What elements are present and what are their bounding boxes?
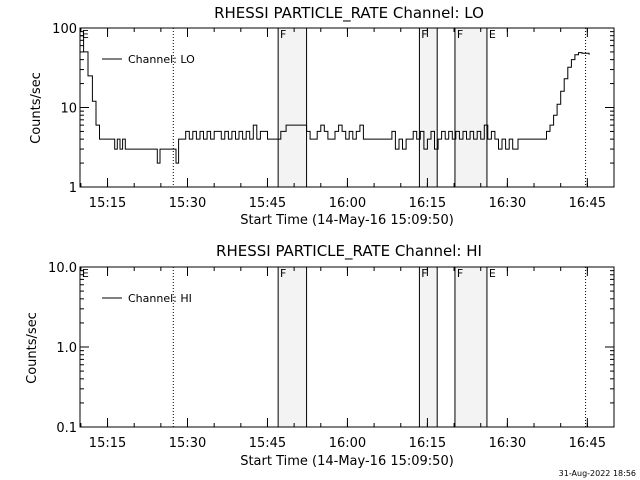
y-tick-label: 10 [60,102,77,117]
panel-lo-x-label: Start Time (14-May-16 15:09:50) [240,213,454,228]
flag-label-4: E [489,267,496,280]
x-tick-label: 16:00 [329,196,366,211]
panel-hi: RHESSI PARTICLE_RATE Channel: HI E F F F E 0… [25,242,615,469]
flag-label-4: E [489,28,496,41]
y-tick-label: 0.1 [56,421,77,436]
y-tick-label: 10.0 [48,261,77,276]
panel-lo-y-label: Counts/sec [29,72,44,144]
flag-label-1: F [280,28,286,41]
panel-hi-y-label: Counts/sec [25,312,40,384]
flag-label-3: F [457,267,463,280]
x-tick-label: 16:00 [329,436,366,451]
x-tick-label: 16:30 [489,436,526,451]
flag-label-0: E [82,28,89,41]
panel-hi-frame [79,266,615,428]
panel-lo-series-line [80,35,590,164]
panel-lo-x-ticks: 15:15 15:30 15:45 16:00 16:15 16:30 16:45 [80,28,615,211]
shaded-interval-0 [278,28,307,187]
panel-hi-y-ticks: 0.1 1.0 10.0 [48,261,614,436]
panel-hi-title: RHESSI PARTICLE_RATE Channel: HI [216,242,482,261]
timestamp: 31-Aug-2022 18:56 [559,469,636,478]
shaded-interval-1 [419,28,438,187]
panel-hi-x-label: Start Time (14-May-16 15:09:50) [240,454,454,469]
flag-label-3: F [457,28,463,41]
x-tick-label: 15:45 [249,196,286,211]
panel-lo: RHESSI PARTICLE_RATE Channel: LO E F F F E 1… [29,4,615,228]
flag-label-2: F [421,28,427,41]
shaded-interval-2 [454,28,487,187]
x-tick-label: 16:45 [569,436,606,451]
panel-lo-title: RHESSI PARTICLE_RATE Channel: LO [214,4,484,23]
panel-lo-shaded-intervals [278,28,487,187]
panel-hi-shaded-intervals [278,267,487,427]
flag-label-0: E [82,267,89,280]
panel-hi-legend: Channel: HI [102,292,192,305]
flag-label-1: F [280,267,286,280]
panel-hi-flag-lines [172,267,587,427]
x-tick-label: 15:15 [89,196,126,211]
shaded-interval-0 [278,267,307,427]
panel-lo-legend-label: Channel: LO [128,53,195,66]
panel-lo-y-ticks: 1 10 100 [52,22,614,196]
x-tick-label: 16:45 [569,196,606,211]
shaded-interval-1 [419,267,438,427]
x-tick-label: 15:30 [169,196,206,211]
y-tick-label: 1 [69,181,77,196]
panel-hi-x-ticks: 15:15 15:30 15:45 16:00 16:15 16:30 16:45 [80,267,615,451]
x-tick-label: 16:30 [489,196,526,211]
x-tick-label: 15:30 [169,436,206,451]
x-tick-label: 16:15 [409,436,446,451]
x-tick-label: 15:45 [249,436,286,451]
x-tick-label: 15:15 [89,436,126,451]
y-tick-label: 100 [52,22,77,37]
x-tick-label: 16:15 [409,196,446,211]
flag-label-2: F [421,267,427,280]
y-tick-label: 1.0 [56,341,77,356]
shaded-interval-2 [454,267,487,427]
panel-lo-legend: Channel: LO [102,53,195,66]
panel-lo-flag-lines [172,28,587,187]
panel-hi-legend-label: Channel: HI [128,292,192,305]
